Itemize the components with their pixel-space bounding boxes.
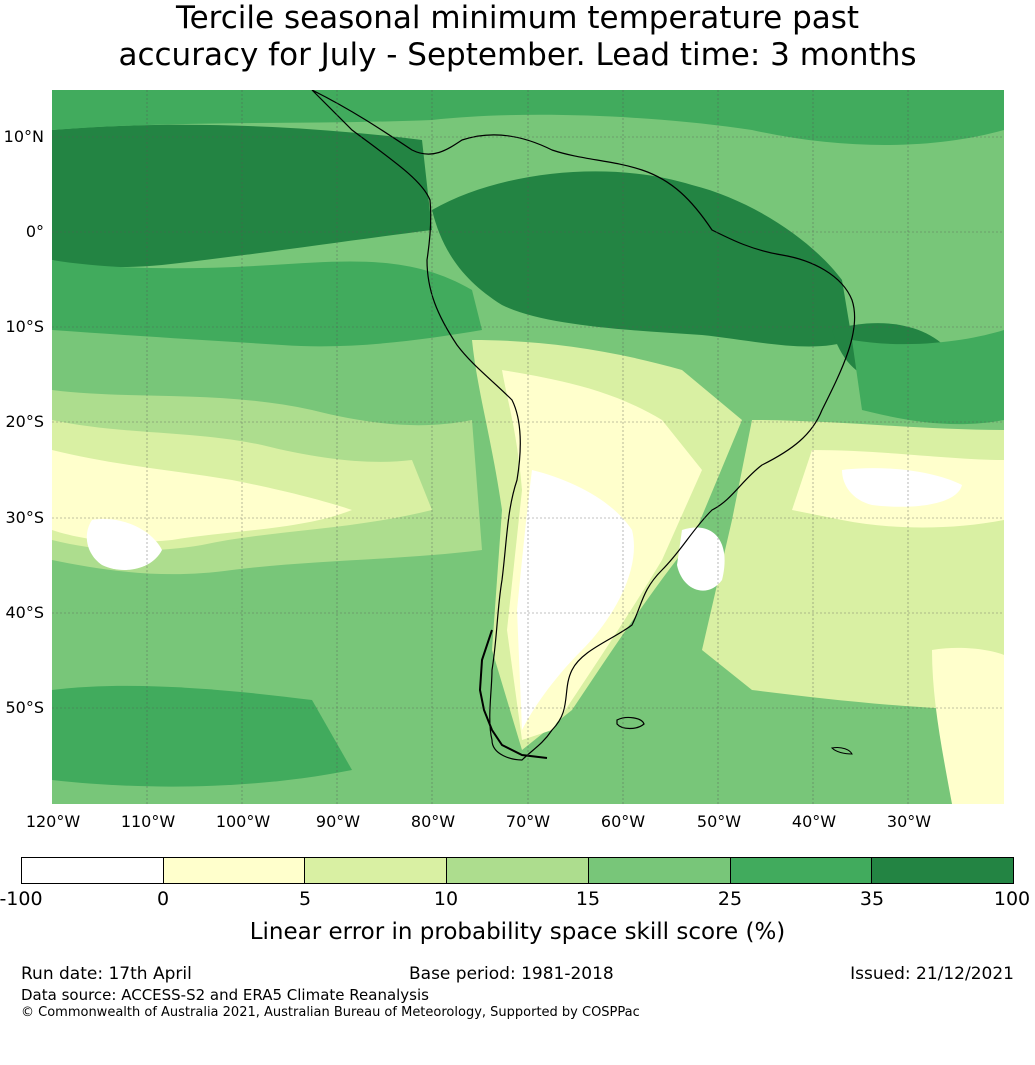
colorbar-bin-0-5 <box>163 858 306 883</box>
colorbar-tick-100: 100 <box>993 888 1031 910</box>
colorbar-tick-0: 0 <box>156 888 170 910</box>
colorbar-tick-neg100: -100 <box>0 888 43 910</box>
lat-label-30S: 30°S <box>5 508 44 527</box>
colorbar-bin-10-15 <box>447 858 589 883</box>
field-dark-amazon <box>432 171 852 347</box>
coastline-falklands <box>616 716 645 730</box>
coastline-south-georgia <box>830 747 853 755</box>
coastline-chile-fjords <box>478 629 548 759</box>
lon-label-40W: 40°W <box>791 812 837 831</box>
field-atl-white-2 <box>677 527 725 591</box>
issued-date: Issued: 21/12/2021 <box>850 964 1014 984</box>
lat-label-50S: 50°S <box>5 698 44 717</box>
lon-label-30W: 30°W <box>886 812 932 831</box>
field-white-pac <box>86 519 162 570</box>
colorbar-tick-10: 10 <box>433 888 459 910</box>
lon-label-90W: 90°W <box>315 812 361 831</box>
colorbar-bin-25-35 <box>730 858 873 883</box>
lon-label-110W: 110°W <box>120 812 176 831</box>
lon-label-70W: 70°W <box>505 812 551 831</box>
colorbar-bin-5-10 <box>305 858 448 883</box>
title-line-1: Tercile seasonal minimum temperature pas… <box>175 0 860 36</box>
colorbar-bin-15-25 <box>588 858 731 883</box>
lat-label-10S: 10°S <box>5 317 44 336</box>
lon-label-100W: 100°W <box>215 812 271 831</box>
field-se-yellow <box>932 647 1004 804</box>
colorbar-tick-5: 5 <box>298 888 312 910</box>
base-period: Base period: 1981-2018 <box>409 964 614 984</box>
copyright-notice: © Commonwealth of Australia 2021, Austra… <box>21 1005 640 1020</box>
chart-title: Tercile seasonal minimum temperature pas… <box>0 0 1035 74</box>
data-source: Data source: ACCESS-S2 and ERA5 Climate … <box>21 986 429 1004</box>
field-yellow-pac <box>52 450 352 542</box>
colorbar-bin-neg100-0 <box>22 858 164 883</box>
colorbar-bin-35-100 <box>872 858 1014 883</box>
lon-label-120W: 120°W <box>25 812 81 831</box>
run-date: Run date: 17th April <box>21 964 192 984</box>
lon-label-60W: 60°W <box>600 812 646 831</box>
lat-label-10N: 10°N <box>3 127 44 146</box>
field-medium-atl <box>852 330 1004 425</box>
field-atl-white <box>842 468 962 507</box>
lat-label-40S: 40°S <box>5 603 44 622</box>
lat-label-0: 0° <box>25 222 44 241</box>
field-medium-mid <box>52 260 482 347</box>
field-south-dark <box>52 685 352 787</box>
colorbar-tick-35: 35 <box>859 888 885 910</box>
field-medium-north <box>52 90 1004 145</box>
coastline-south-america <box>311 90 856 761</box>
colorbar-tick-15: 15 <box>575 888 601 910</box>
title-line-2: accuracy for July - September. Lead time… <box>118 37 917 73</box>
field-continent-white <box>517 470 634 730</box>
lon-label-80W: 80°W <box>410 812 456 831</box>
lat-label-20S: 20°S <box>5 412 44 431</box>
gridlines <box>52 90 1004 804</box>
colorbar-label: Linear error in probability space skill … <box>249 919 786 945</box>
skill-score-map <box>52 90 1004 804</box>
colorbar-tick-25: 25 <box>717 888 743 910</box>
colorbar <box>21 857 1014 884</box>
lon-label-50W: 50°W <box>696 812 742 831</box>
